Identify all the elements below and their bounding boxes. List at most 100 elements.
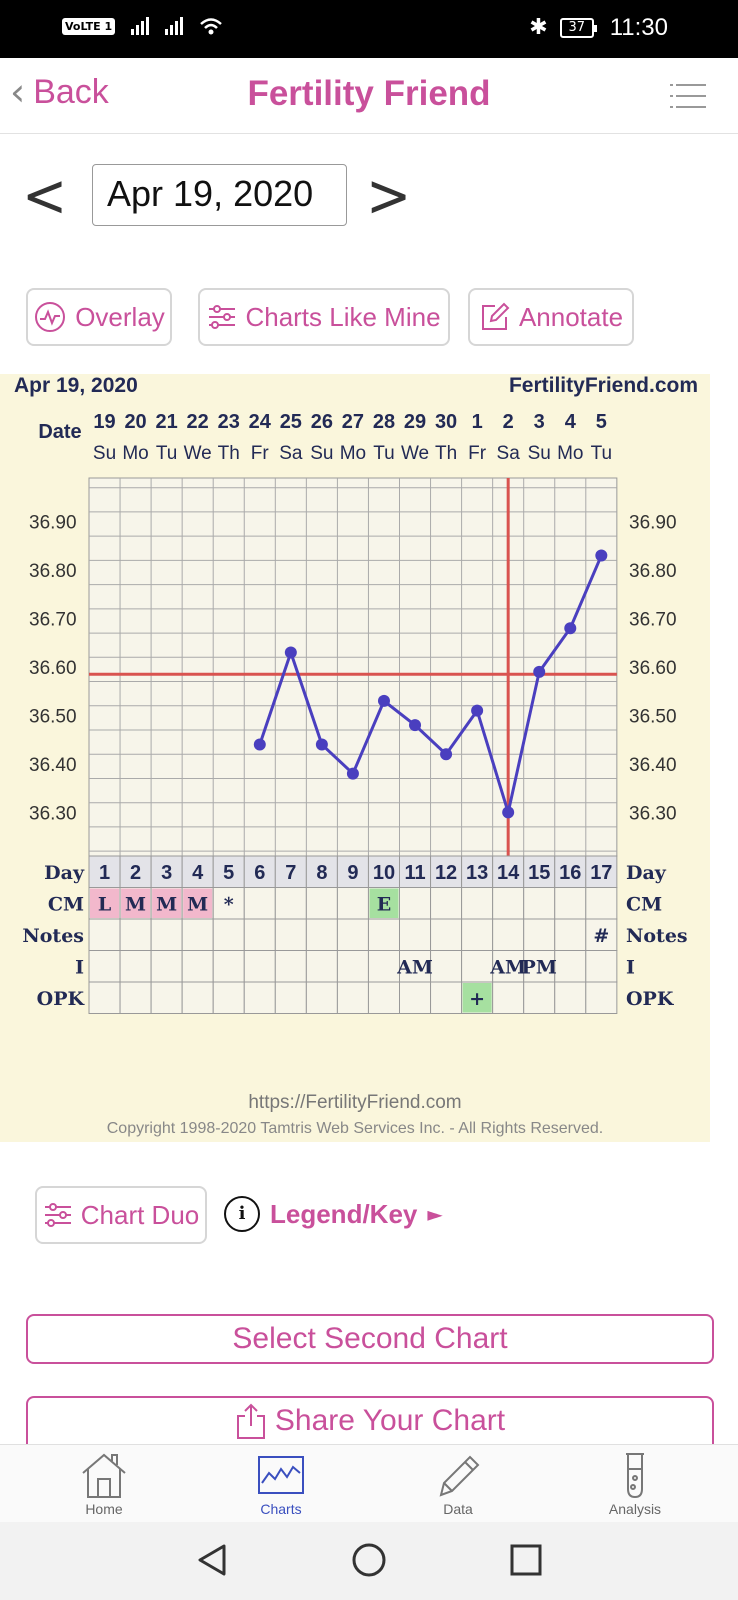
wifi-icon (200, 18, 223, 35)
row-label-left: Notes (22, 925, 84, 947)
nav-data-label: Data (443, 1501, 473, 1517)
signal-icon (131, 17, 150, 35)
weekday-label: Tu (156, 443, 177, 464)
row-label-left: Day (44, 862, 85, 884)
day-number: 10 (373, 862, 395, 884)
table-cell (243, 981, 276, 1014)
temperature-point (440, 748, 453, 761)
edit-icon (481, 302, 510, 330)
charts-like-mine-button[interactable]: Charts Like Mine (198, 288, 450, 346)
date-label: 30 (435, 411, 457, 433)
legend-key-link[interactable]: i Legend/Key ► (224, 1196, 443, 1232)
table-cell (523, 981, 556, 1014)
select-second-chart-button[interactable]: Select Second Chart (26, 1314, 714, 1364)
cm-mark-bg (121, 888, 151, 918)
table-cell (492, 981, 525, 1014)
table-cell (585, 887, 618, 920)
date-label: 19 (93, 411, 115, 433)
nav-analysis[interactable]: Analysis (575, 1451, 695, 1517)
annotate-button[interactable]: Annotate (468, 288, 634, 346)
day-number: 16 (559, 862, 581, 884)
day-number: 11 (404, 862, 425, 884)
table-cell (336, 855, 369, 888)
cm-mark-bg (183, 888, 213, 918)
annotate-label: Annotate (518, 301, 624, 332)
weekday-label: Th (435, 443, 457, 464)
previous-date-button[interactable]: < (22, 160, 68, 231)
day-number: 13 (466, 862, 488, 884)
table-cell (430, 950, 463, 983)
temperature-point (471, 704, 484, 717)
system-recents-icon[interactable] (506, 1540, 546, 1580)
date-label: 28 (373, 411, 395, 433)
y-tick-label-left: 36.80 (29, 561, 77, 582)
bluetooth-icon: ✱ (529, 15, 548, 40)
y-tick-label-right: 36.50 (629, 706, 677, 727)
table-cell (399, 855, 432, 888)
temperature-line (258, 554, 603, 819)
system-navigation-bar (0, 1522, 738, 1600)
date-label: 22 (187, 411, 209, 433)
temperature-point (409, 719, 422, 732)
chart-duo-button[interactable]: Chart Duo (35, 1186, 207, 1244)
date-label: 4 (565, 411, 577, 433)
date-label: 5 (596, 411, 607, 433)
weekday-label: Mo (122, 443, 148, 464)
nav-home[interactable]: Home (44, 1451, 164, 1517)
y-tick-label-left: 36.40 (29, 755, 77, 776)
y-tick-label-right: 36.70 (629, 610, 677, 631)
table-cell (212, 950, 245, 983)
chevron-left-icon: ‹ (10, 70, 26, 114)
day-number: 6 (254, 862, 265, 884)
table-cell (88, 918, 121, 951)
day-number: 2 (130, 862, 141, 884)
table-cell (336, 918, 369, 951)
date-label: 2 (503, 411, 514, 433)
system-home-icon[interactable] (349, 1540, 389, 1580)
table-cell (88, 855, 121, 888)
weekday-label: Su (528, 443, 551, 464)
temperature-point (564, 622, 577, 635)
sliders-icon (209, 305, 236, 329)
system-back-icon[interactable] (192, 1540, 232, 1580)
row-label-left: OPK (37, 988, 86, 1010)
table-cell (212, 918, 245, 951)
table-cell (367, 918, 401, 951)
weekday-label: Su (93, 443, 116, 464)
date-label: 24 (249, 411, 272, 433)
table-cell (305, 887, 338, 920)
table-cell (336, 981, 369, 1014)
table-cell (88, 981, 121, 1014)
table-cell (554, 981, 587, 1014)
share-chart-button[interactable]: Share Your Chart (26, 1396, 714, 1444)
table-cell (88, 950, 121, 983)
menu-icon[interactable] (670, 84, 706, 108)
play-arrow-icon: ► (427, 1202, 443, 1226)
cm-mark: M (187, 894, 208, 916)
notes-mark: # (593, 925, 609, 947)
overlay-button[interactable]: Overlay (26, 288, 172, 346)
weekday-label: Mo (340, 443, 366, 464)
opk-mark-bg (462, 983, 492, 1013)
next-date-button[interactable]: > (366, 160, 412, 231)
chart-title: Apr 19, 2020 (14, 374, 138, 397)
weekday-label: Tu (591, 443, 612, 464)
date-field[interactable]: Apr 19, 2020 (92, 164, 347, 226)
table-cell (274, 887, 307, 920)
nav-charts[interactable]: Charts (221, 1451, 341, 1517)
table-cell (150, 981, 183, 1014)
day-number: 9 (347, 862, 358, 884)
table-cell (523, 855, 556, 888)
overlay-icon (35, 302, 66, 332)
table-cell (554, 918, 587, 951)
day-number: 3 (161, 862, 172, 884)
table-cell (461, 887, 494, 920)
table-cell (461, 950, 494, 983)
day-number: 8 (316, 862, 327, 884)
table-cell (150, 918, 183, 951)
chart-duo-label: Chart Duo (80, 1199, 200, 1230)
back-button[interactable]: ‹ Back (10, 72, 109, 112)
temperature-point (502, 806, 515, 819)
nav-data[interactable]: Data (398, 1451, 518, 1517)
